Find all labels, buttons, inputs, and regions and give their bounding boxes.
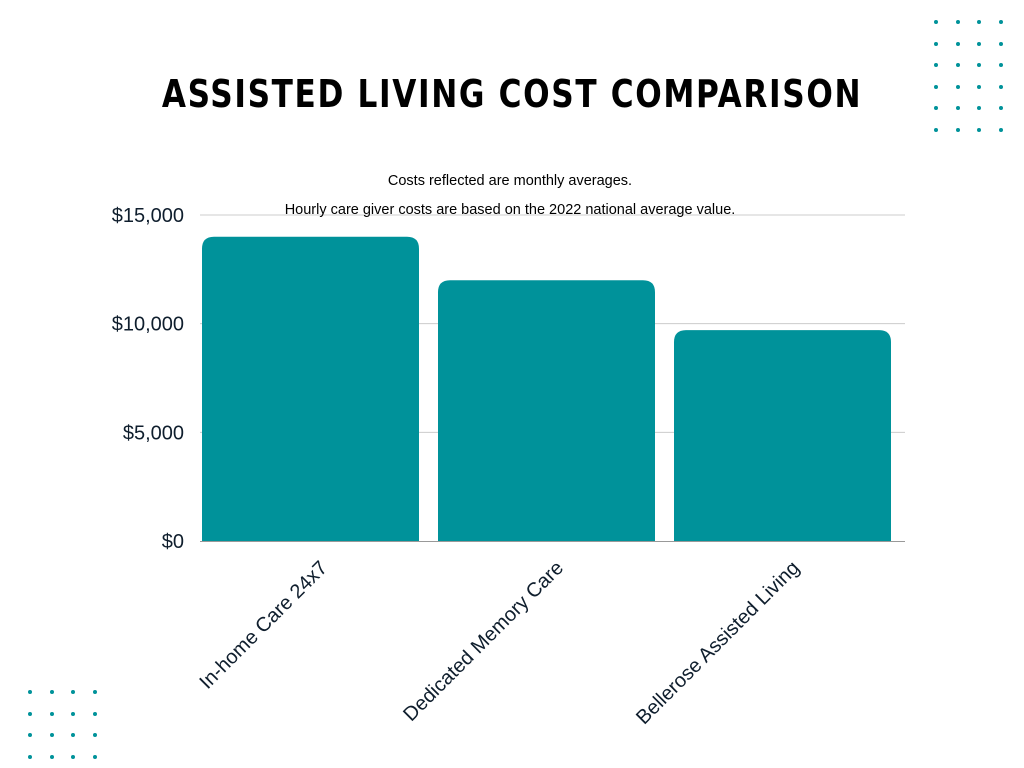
decorative-dot xyxy=(977,63,981,67)
decorative-dot xyxy=(955,41,960,46)
x-tick-label: Bellerose Assisted Living xyxy=(632,557,804,729)
decorative-dot xyxy=(934,20,938,24)
decorative-dot xyxy=(977,106,981,110)
decorative-dot xyxy=(49,733,54,737)
decorative-dot xyxy=(998,20,1003,24)
y-axis-ticks: $0 $5,000 $10,000 $15,000 xyxy=(112,205,184,553)
chart-note: Hourly care giver costs are based on the… xyxy=(285,202,736,218)
decorative-dot xyxy=(49,690,54,694)
chart-title: ASSISTED LIVING COST COMPARISON xyxy=(161,72,863,116)
decorative-dot xyxy=(955,106,960,110)
decorative-dot xyxy=(28,690,32,694)
decorative-dot xyxy=(977,127,981,132)
decorative-dot xyxy=(49,754,54,759)
decorative-dot xyxy=(977,20,981,24)
decorative-dot xyxy=(998,127,1003,132)
decorative-dot xyxy=(934,127,938,132)
decorative-dot xyxy=(71,690,75,694)
decorative-dot xyxy=(955,63,960,67)
decorative-dot xyxy=(998,63,1003,67)
decorative-dot xyxy=(92,711,97,716)
y-tick-label: $0 xyxy=(162,531,184,553)
x-axis-ticks: In-home Care 24x7 Dedicated Memory Care Be… xyxy=(195,557,804,729)
decorative-dot xyxy=(934,41,938,46)
decorative-dot xyxy=(955,127,960,132)
decorative-dot xyxy=(998,106,1003,110)
y-tick-label: $10,000 xyxy=(112,314,184,336)
decorative-dot xyxy=(977,84,981,89)
chart-subtitle: Costs reflected are monthly averages. xyxy=(388,173,632,189)
decorative-dot xyxy=(92,754,97,759)
bar xyxy=(202,236,419,541)
decorative-dot-grid-bottom-left xyxy=(28,690,108,768)
decorative-dot xyxy=(92,690,97,694)
decorative-dot xyxy=(955,84,960,89)
decorative-dot xyxy=(998,84,1003,89)
bar xyxy=(438,280,655,541)
decorative-dot xyxy=(977,41,981,46)
decorative-dot xyxy=(28,711,32,716)
decorative-dot xyxy=(934,84,938,89)
decorative-dot xyxy=(49,711,54,716)
y-tick-label: $15,000 xyxy=(112,205,184,227)
decorative-dot xyxy=(28,733,32,737)
decorative-dot xyxy=(28,754,32,759)
decorative-dot xyxy=(934,63,938,67)
decorative-dot xyxy=(998,41,1003,46)
decorative-dot xyxy=(934,106,938,110)
decorative-dot xyxy=(71,711,75,716)
decorative-dot-grid-top-right xyxy=(934,20,1014,136)
x-tick-label: In-home Care 24x7 xyxy=(195,557,332,694)
y-tick-label: $5,000 xyxy=(123,422,184,444)
bar xyxy=(674,330,891,541)
bars xyxy=(202,236,891,541)
x-tick-label: Dedicated Memory Care xyxy=(399,557,568,726)
decorative-dot xyxy=(955,20,960,24)
decorative-dot xyxy=(71,754,75,759)
decorative-dot xyxy=(71,733,75,737)
decorative-dot xyxy=(92,733,97,737)
